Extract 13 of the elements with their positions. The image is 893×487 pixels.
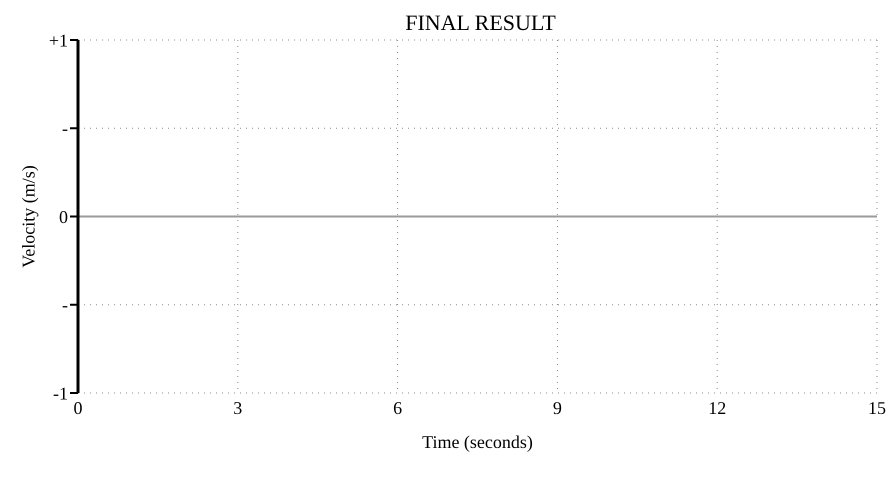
- y-axis-title: Velocity (m/s): [18, 165, 38, 268]
- x-tick-label: 9: [552, 398, 562, 418]
- y-tick-label: -: [62, 118, 68, 139]
- y-tick-label: +1: [48, 30, 68, 50]
- y-tick-label: -: [62, 295, 68, 316]
- x-axis-title: Time (seconds): [422, 432, 533, 452]
- x-tick-label: 12: [708, 398, 726, 418]
- x-tick-label: 15: [868, 398, 886, 418]
- y-tick-label: -1: [53, 383, 68, 404]
- chart-title: FINAL RESULT: [404, 10, 557, 36]
- y-tick-label: 0: [59, 206, 68, 227]
- x-tick-label: 6: [393, 398, 402, 418]
- x-tick-label: 3: [233, 398, 242, 418]
